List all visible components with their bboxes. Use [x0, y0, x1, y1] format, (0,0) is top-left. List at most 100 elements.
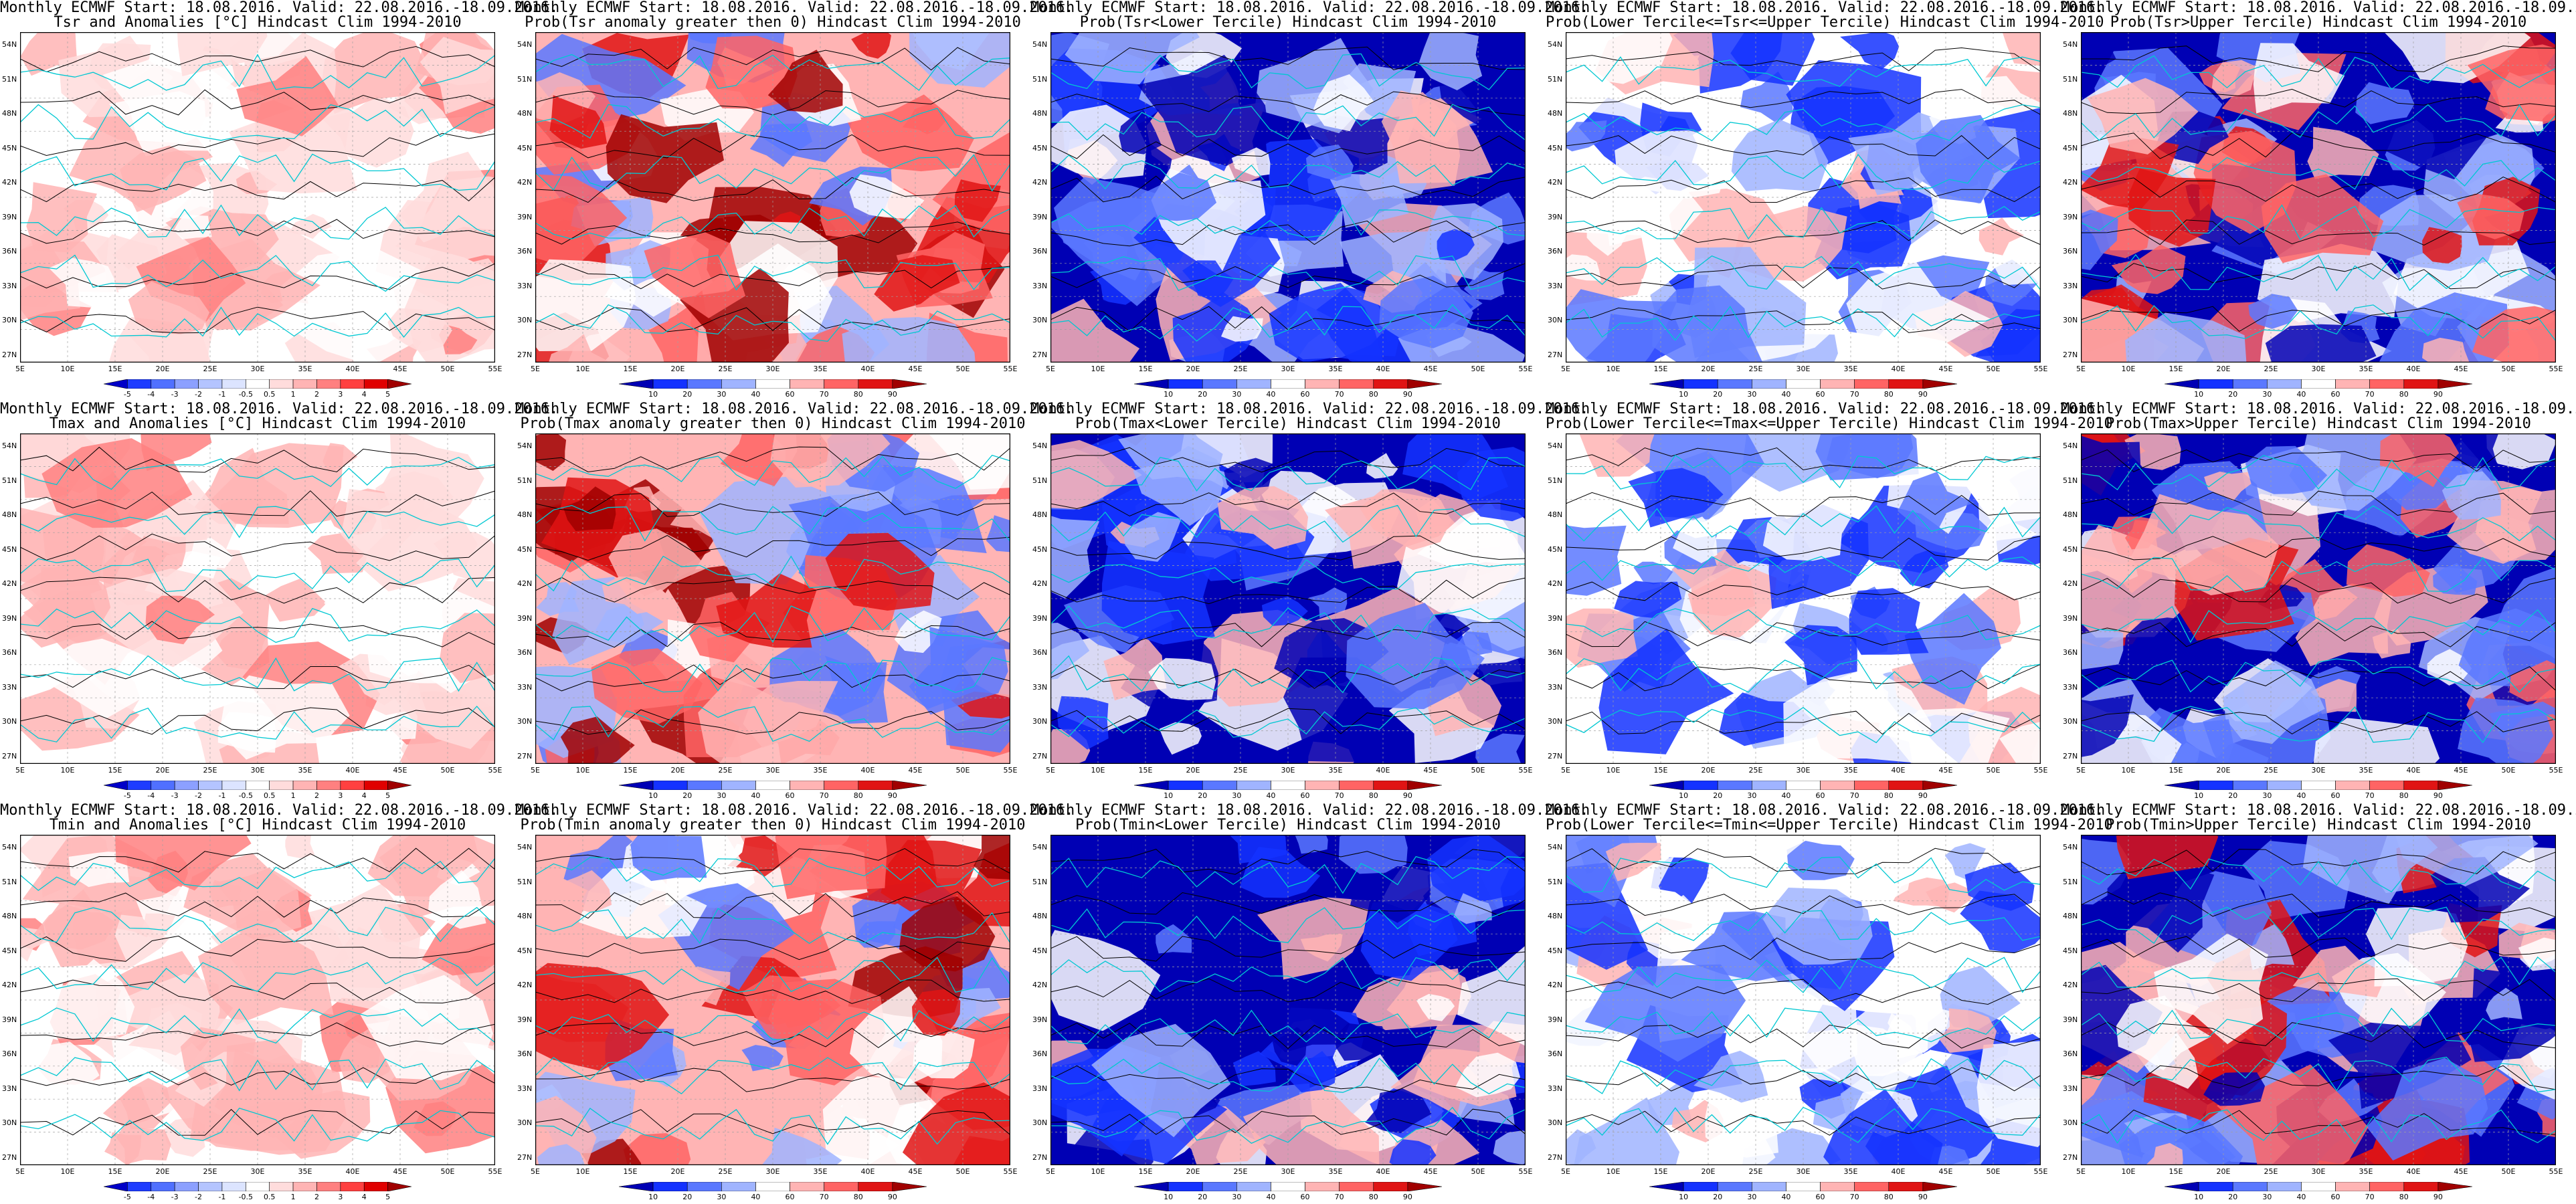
lon-tick-label: 10E [2121, 365, 2136, 373]
color-bar-segment [1168, 379, 1203, 389]
shaded-region [141, 433, 212, 472]
lon-tick-label: 30E [2311, 1167, 2326, 1176]
shaded-region [2111, 244, 2186, 294]
lat-tick-label: 51N [2, 877, 17, 886]
lon-tick-label: 50E [440, 766, 455, 775]
shaded-region [2203, 1072, 2266, 1106]
shaded-region [2116, 835, 2219, 880]
lat-tick-label: 27N [1032, 350, 1048, 359]
contour-line [1050, 936, 1526, 962]
shaded-region [2217, 1064, 2369, 1165]
lon-tick-label: 45E [1938, 1167, 1953, 1176]
lat-tick-label: 48N [2063, 510, 2078, 520]
coastline [20, 957, 495, 992]
lat-tick-label: 54N [2, 40, 17, 49]
coastline [1050, 655, 1526, 694]
lat-tick-label: 39N [1548, 212, 1563, 221]
lon-tick-label: 10E [1091, 1167, 1105, 1176]
shaded-region [2081, 628, 2124, 670]
color-bar-segment [292, 379, 317, 389]
color-bar-segment [2403, 379, 2439, 389]
lat-tick-label: 48N [2, 510, 17, 520]
lat-tick-label: 30N [2063, 1118, 2078, 1128]
lon-tick-label: 30E [250, 365, 265, 373]
shaded-region [48, 258, 118, 308]
lon-tick-label: 5E [1561, 766, 1570, 775]
color-bar-segment [127, 379, 152, 389]
lon-tick-label: 30E [2311, 766, 2326, 775]
color-bar-label: 40 [751, 390, 761, 399]
contour-line [2081, 1065, 2556, 1090]
coastline [1566, 205, 2041, 240]
lat-tick-label: 42N [517, 981, 533, 990]
lat-tick-label: 27N [2, 1153, 17, 1162]
shaded-region [767, 49, 843, 113]
lon-tick-label: 35E [2359, 1167, 2373, 1176]
lon-tick-label: 20E [670, 766, 685, 775]
contour-line [1050, 892, 1526, 916]
shaded-region [1050, 439, 1142, 510]
lat-tick-label: 51N [1548, 877, 1563, 886]
shaded-region [1133, 445, 1224, 526]
shaded-region [623, 1133, 691, 1165]
shaded-region [46, 638, 172, 719]
contour-line [1050, 849, 1526, 875]
shaded-region [289, 213, 332, 239]
lon-tick-label: 25E [203, 365, 217, 373]
lat-tick-label: 51N [517, 74, 533, 84]
lat-tick-label: 39N [517, 613, 533, 623]
shaded-region [1681, 911, 1797, 981]
color-bar-segment [127, 1181, 152, 1192]
lat-tick-label: 45N [1032, 946, 1048, 955]
color-bar-label: 90 [1918, 791, 1928, 800]
lon-tick-label: 25E [2264, 766, 2278, 775]
map-area [535, 835, 1010, 1165]
color-bar-segment [1305, 780, 1340, 791]
shaded-region [20, 240, 80, 321]
contour-line [535, 709, 1010, 735]
map-field [2081, 835, 2556, 1165]
coastline [1050, 53, 1526, 90]
coastline [1566, 856, 2041, 894]
coastline [535, 857, 1010, 888]
lon-tick-label: 40E [860, 365, 875, 373]
color-bar-label: 70 [1334, 791, 1344, 800]
shaded-region [1566, 120, 1607, 152]
contour-line [1566, 219, 2041, 245]
lon-tick-label: 50E [2501, 365, 2516, 373]
map-panel-tsr-1: Monthly ECMWF Start: 18.08.2016. Valid: … [0, 0, 558, 401]
color-bar-segment [151, 379, 175, 389]
lon-tick-label: 40E [2406, 365, 2421, 373]
coastline [2081, 1056, 2556, 1093]
lon-tick-label: 10E [575, 1167, 590, 1176]
shaded-region [2379, 433, 2460, 488]
coastline [2081, 455, 2556, 492]
coastline [1050, 457, 1526, 492]
color-bar-label: 20 [682, 1193, 693, 1201]
lat-tick-label: 33N [1548, 281, 1563, 290]
shaded-region [1999, 722, 2041, 764]
shaded-region [548, 334, 608, 363]
lon-tick-label: 55E [2033, 365, 2048, 373]
map-frame [1050, 835, 1526, 1165]
lon-tick-label: 45E [1938, 365, 1953, 373]
lat-tick-label: 30N [517, 316, 533, 325]
shaded-region [2486, 987, 2522, 1020]
shaded-region [2486, 433, 2556, 470]
lon-tick-label: 55E [2033, 1167, 2048, 1176]
contour-line [2081, 45, 2556, 72]
shaded-region [183, 853, 302, 940]
color-bar [1133, 780, 1443, 791]
contour-line [535, 492, 1010, 517]
color-bar-segment [618, 379, 654, 389]
color-bar-label: -2 [195, 1193, 203, 1201]
color-bar-segment [246, 1181, 270, 1192]
coastline [2081, 254, 2556, 292]
lon-tick-label: 5E [1561, 1167, 1570, 1176]
lon-tick-label: 50E [2501, 766, 2516, 775]
shaded-region [2261, 174, 2384, 264]
coastline [20, 204, 495, 240]
color-bar-label: 2 [314, 791, 319, 800]
lat-tick-label: 51N [2, 476, 17, 485]
contour-line [535, 891, 1010, 919]
